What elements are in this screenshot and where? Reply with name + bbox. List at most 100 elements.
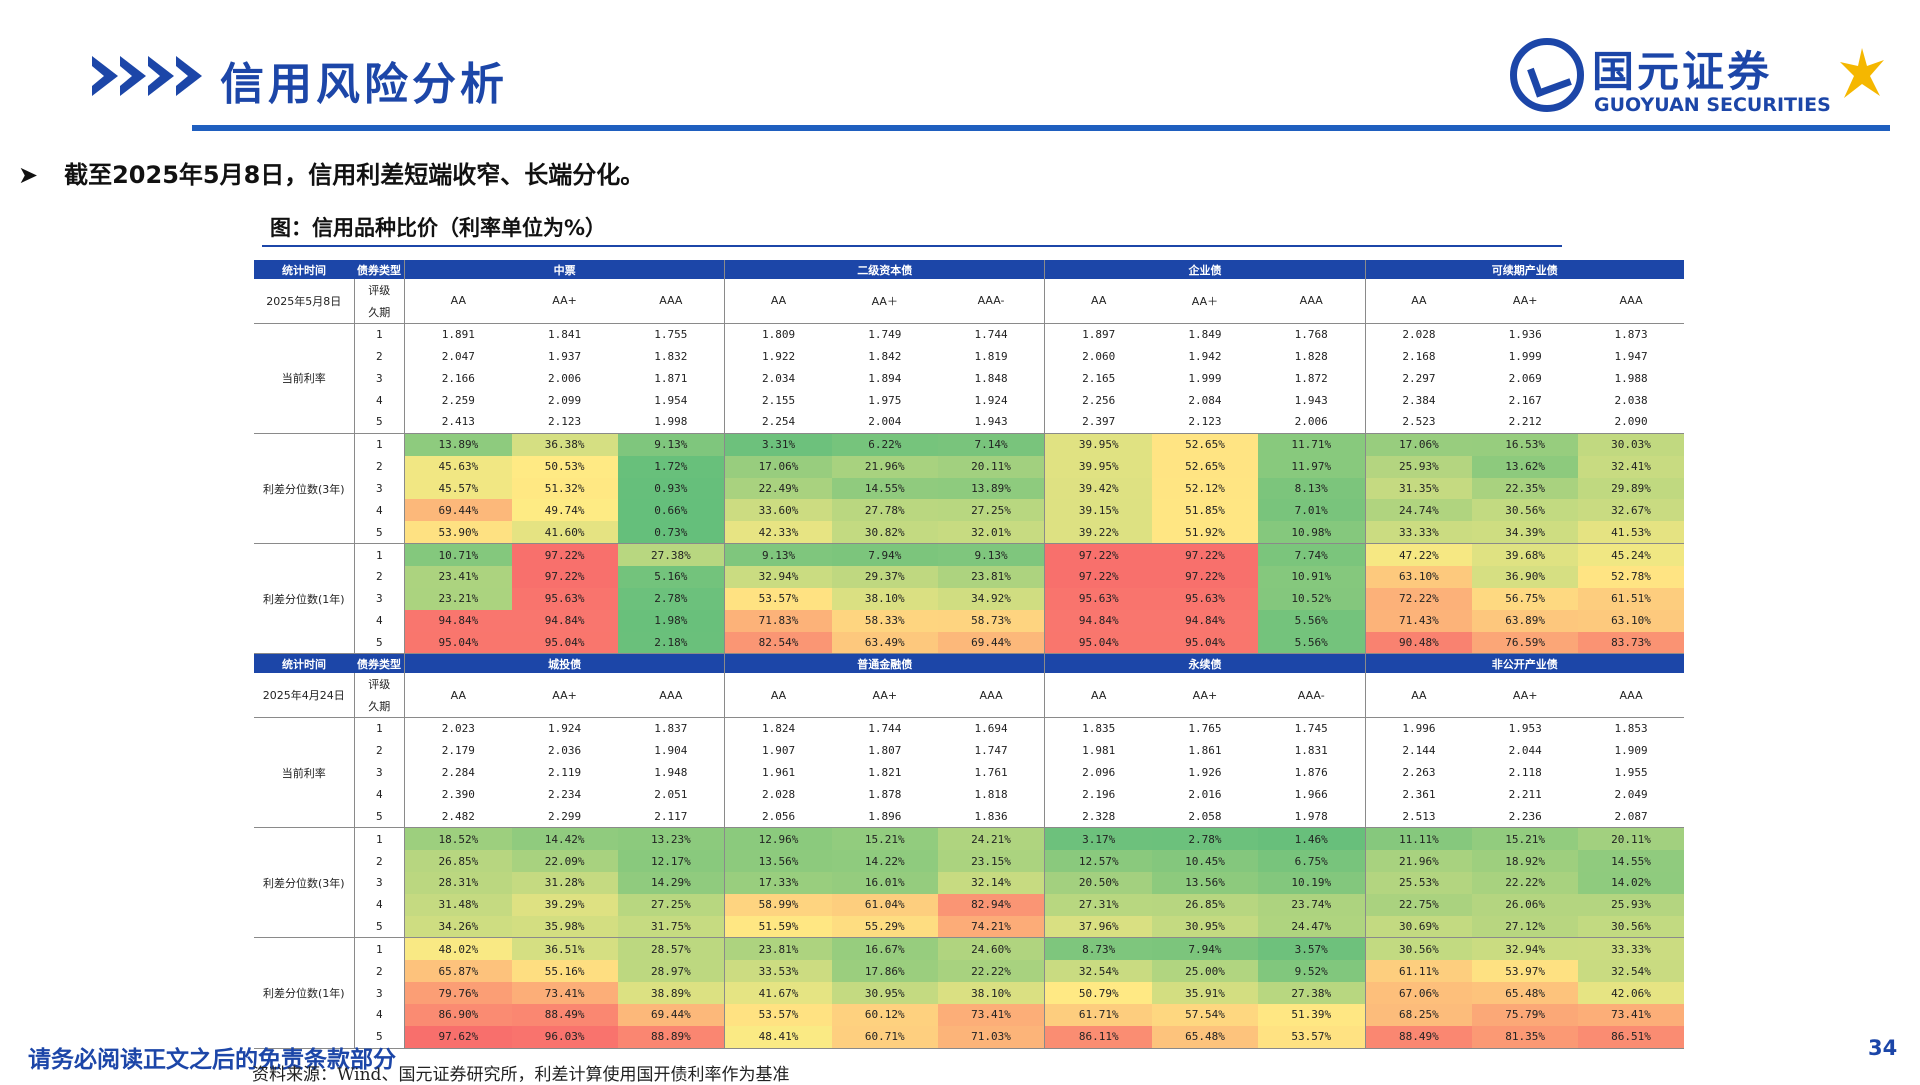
section-chevrons [92, 56, 204, 96]
value-cell: 1.891 [403, 323, 512, 346]
value-cell: 1.998 [617, 411, 725, 434]
value-cell: 39.29% [511, 893, 618, 916]
value-cell: 1.926 [1188, 766, 1222, 780]
value-cell: 95.63% [1044, 587, 1153, 610]
tenor-cell: 4 [353, 609, 405, 632]
value-cell: 17.06% [724, 455, 832, 478]
tenor-cell: 1 [353, 937, 405, 961]
value-cell: 1.922 [724, 345, 832, 368]
value-cell: 97.22% [1152, 565, 1258, 588]
value-cell: 2.123 [1152, 411, 1258, 434]
value-cell: 10.98% [1257, 521, 1366, 545]
value-cell: 71.83% [724, 609, 832, 632]
value-cell: 97.22% [1152, 543, 1258, 566]
value-cell: 0.66% [617, 499, 725, 522]
value-cell: 1.975 [868, 393, 902, 407]
value-cell: 58.33% [831, 609, 938, 632]
value-cell: 55.16% [511, 960, 618, 983]
tenor-cell: 5 [353, 411, 405, 434]
value-cell: 41.67% [724, 982, 832, 1004]
value-cell: 8.73% [1044, 937, 1153, 961]
chevron-icon [176, 56, 202, 96]
tenor-cell: 5 [353, 1025, 405, 1049]
tenor-cell: 5 [353, 521, 405, 545]
value-cell: 18.52% [403, 827, 512, 851]
value-cell: 27.12% [1472, 915, 1579, 939]
value-cell: 45.57% [403, 477, 512, 500]
bond-group-header: 城投债 [403, 653, 725, 674]
value-cell: 2.211 [1508, 787, 1542, 801]
section-date: 2025年5月8日 [254, 279, 354, 324]
value-cell: 24.60% [937, 937, 1045, 961]
value-cell: 1.894 [868, 371, 902, 385]
value-cell: 81.35% [1472, 1025, 1579, 1049]
value-cell: 2.413 [403, 411, 512, 434]
value-cell: 2.034 [724, 367, 832, 390]
value-cell: 27.78% [831, 499, 938, 522]
value-cell: 15.21% [831, 827, 938, 851]
value-cell: 3.17% [1044, 827, 1153, 851]
value-cell: 68.25% [1364, 1004, 1473, 1026]
value-cell: 2.069 [1508, 371, 1542, 385]
tenor-cell: 4 [353, 783, 405, 806]
value-cell: 2.390 [403, 783, 512, 806]
bond-group-header: 企业债 [1044, 260, 1366, 279]
value-cell: 2.004 [831, 411, 938, 434]
value-cell: 86.11% [1044, 1025, 1153, 1049]
tenor-cell: 1 [353, 433, 405, 456]
rating-cell: AA+ [511, 279, 618, 324]
value-cell: 9.52% [1257, 960, 1366, 983]
value-cell: 1.943 [1294, 393, 1328, 407]
value-cell: 53.97% [1472, 960, 1579, 983]
value-cell: 24.47% [1257, 915, 1366, 939]
value-cell: 63.10% [1364, 565, 1473, 588]
tenor-cell: 2 [353, 960, 405, 983]
summary-bullet: ➤ 截至2025年5月8日，信用利差短端收窄、长端分化。 [18, 155, 644, 190]
value-cell: 2.18% [617, 631, 725, 655]
value-cell: 60.71% [831, 1025, 938, 1049]
rating-cell: AAA [1257, 279, 1366, 324]
tenor-label: 久期 [353, 695, 405, 719]
value-cell: 3.57% [1257, 937, 1366, 961]
rating-row: 2025年5月8日 评级 AA AA+ AAA AA AA＋ AAA- AA AA＋ AAA AA AA… [254, 279, 1684, 324]
value-cell: 58.73% [937, 609, 1045, 632]
table-row: 3 28.31% 31.28% 14.29% 17.33% 16.01% 32.14% 20.… [254, 871, 1684, 894]
value-cell: 7.74% [1257, 543, 1366, 566]
value-cell: 1.966 [1294, 787, 1328, 801]
table-row: 3 23.21% 95.63% 2.78% 53.57% 38.10% 34.92% 95.6… [254, 587, 1684, 610]
value-cell: 21.96% [1364, 850, 1473, 872]
value-cell: 32.14% [937, 871, 1045, 894]
figure-rule [262, 245, 1562, 247]
value-cell: 2.284 [403, 761, 512, 784]
rating-cell: AAA [1578, 279, 1684, 324]
value-cell: 61.51% [1578, 587, 1684, 610]
value-cell: 71.43% [1364, 609, 1473, 632]
value-cell: 97.22% [511, 543, 618, 566]
bond-group-header: 永续债 [1044, 653, 1366, 674]
value-cell: 61.04% [831, 893, 938, 916]
value-cell: 53.57% [724, 1004, 832, 1026]
rating-label: 评级 [353, 279, 405, 301]
value-cell: 2.78% [617, 587, 725, 610]
value-cell: 51.32% [511, 477, 618, 500]
table-row: 4 31.48% 39.29% 27.25% 58.99% 61.04% 82.94% 27.… [254, 893, 1684, 916]
table-row: 2 2.179 2.036 1.904 1.907 1.807 1.747 1.981 1.86… [254, 739, 1684, 762]
logo-star-icon [1840, 48, 1884, 98]
table-row: 2 2.047 1.937 1.832 1.922 1.842 1.819 2.060 1.94… [254, 345, 1684, 368]
tenor-cell: 1 [353, 543, 405, 566]
value-cell: 2.166 [403, 367, 512, 390]
value-cell: 7.94% [831, 543, 938, 566]
value-cell: 41.53% [1578, 521, 1684, 545]
value-cell: 24.74% [1364, 499, 1473, 522]
stat-time-header: 统计时间 [254, 653, 354, 674]
metric-label: 利差分位数(3年) [254, 433, 354, 545]
value-cell: 1.936 [1508, 328, 1542, 342]
value-cell: 22.75% [1364, 893, 1473, 916]
value-cell: 17.86% [831, 960, 938, 983]
bond-group-header: 普通金融债 [724, 653, 1045, 674]
value-cell: 1.981 [1044, 739, 1153, 762]
value-cell: 33.53% [724, 960, 832, 983]
value-cell: 1.745 [1294, 722, 1328, 736]
value-cell: 39.22% [1044, 521, 1153, 545]
value-cell: 1.872 [1294, 371, 1328, 385]
